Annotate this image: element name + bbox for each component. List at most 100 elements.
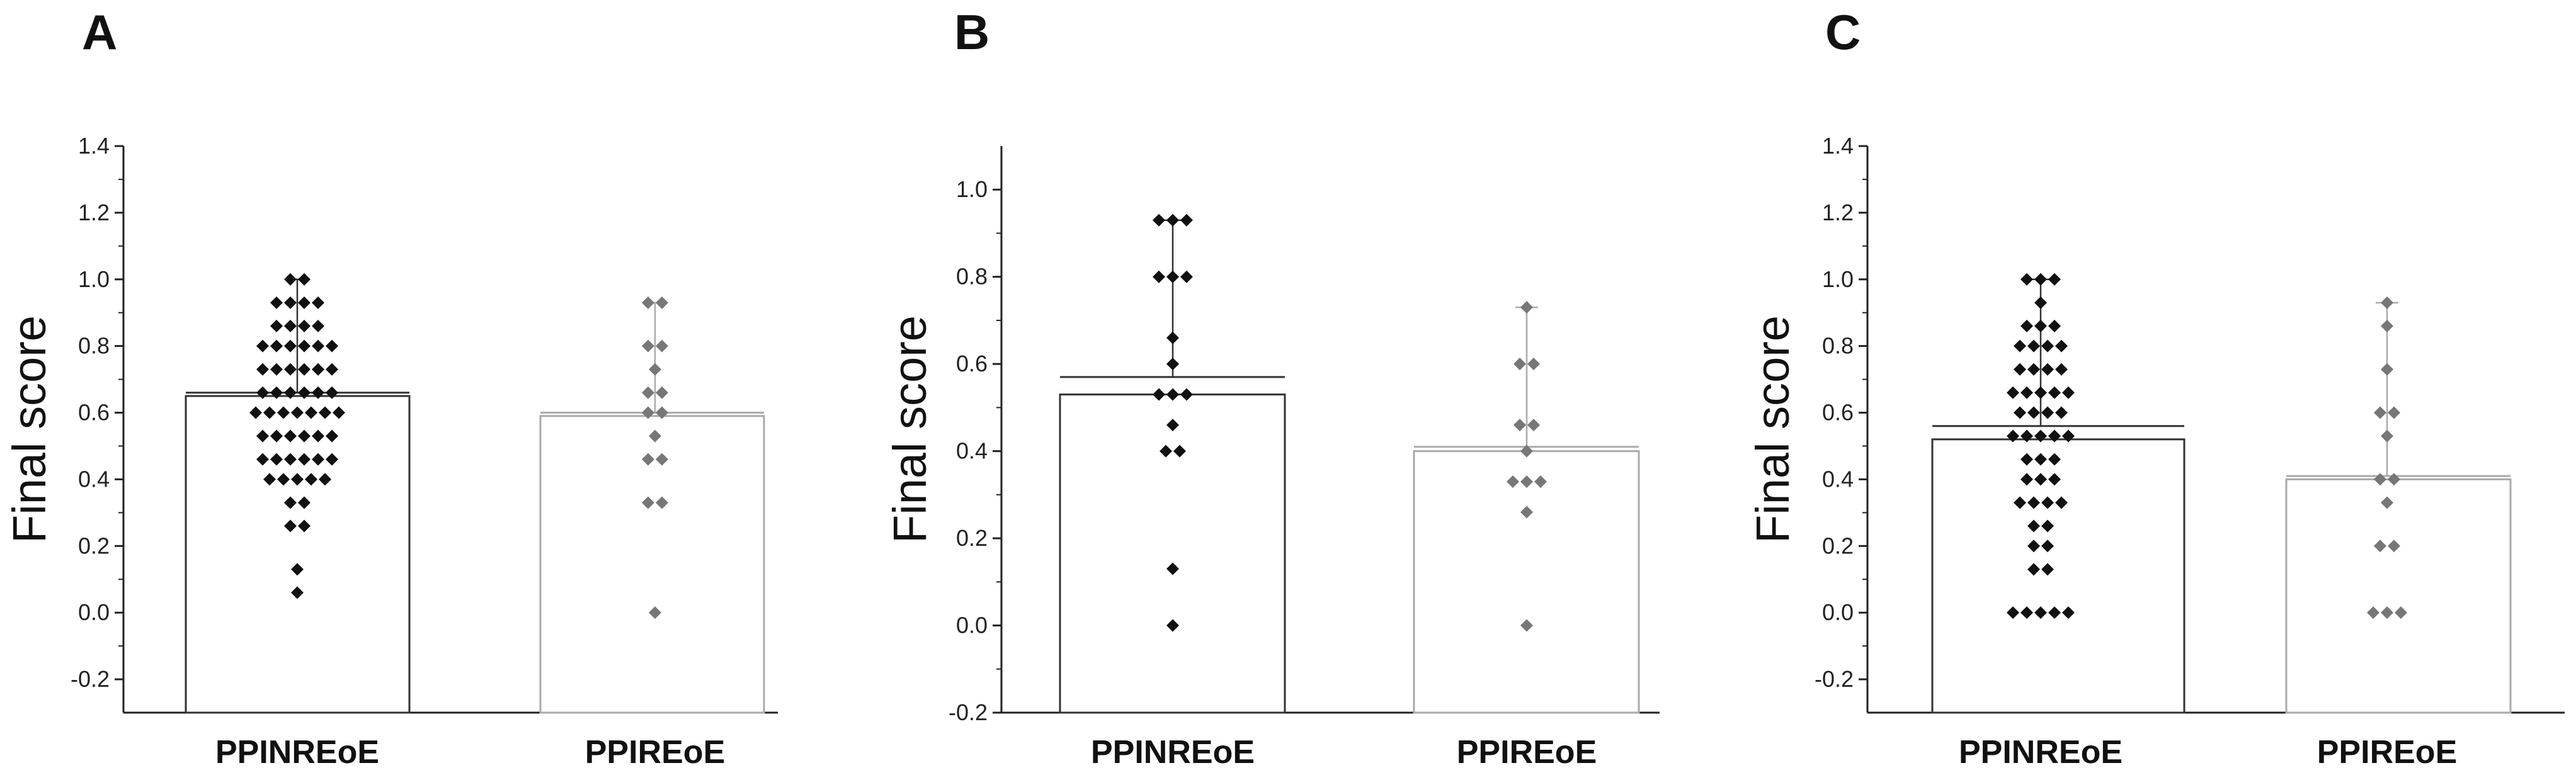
data-point bbox=[1520, 506, 1533, 519]
y-tick-label: -0.2 bbox=[71, 666, 110, 692]
data-point bbox=[2048, 473, 2061, 486]
y-axis-title: Final score bbox=[884, 315, 936, 543]
data-point bbox=[642, 406, 654, 419]
data-point bbox=[312, 296, 324, 309]
data-point bbox=[1153, 270, 1165, 283]
data-point bbox=[1534, 475, 1547, 489]
y-tick-label: 0.2 bbox=[956, 525, 988, 551]
data-point bbox=[2041, 496, 2054, 509]
y-tick-label: 0.2 bbox=[78, 533, 110, 558]
data-point bbox=[2034, 319, 2047, 332]
data-point bbox=[2027, 406, 2040, 419]
data-point bbox=[270, 429, 283, 443]
y-tick-label: 1.0 bbox=[956, 176, 988, 202]
data-point bbox=[2027, 540, 2040, 553]
bar bbox=[1931, 438, 2186, 714]
data-point bbox=[270, 386, 283, 399]
y-tick-label: 0.6 bbox=[1822, 400, 1854, 426]
data-point bbox=[298, 519, 311, 533]
panel-letter: B bbox=[954, 4, 989, 60]
y-tick-label: 0.2 bbox=[1822, 533, 1854, 558]
y-tick-label: 1.4 bbox=[1822, 133, 1854, 159]
data-point bbox=[298, 363, 311, 376]
data-point bbox=[298, 453, 311, 466]
y-tick-label: 0.6 bbox=[956, 351, 988, 376]
y-tick-label: -0.2 bbox=[1815, 666, 1854, 692]
data-point bbox=[2395, 606, 2407, 619]
bar bbox=[1059, 393, 1286, 714]
y-tick-label: 0.8 bbox=[1822, 333, 1854, 359]
data-point bbox=[2041, 519, 2054, 533]
data-point bbox=[2388, 406, 2400, 419]
series-ppireoe: PPIREoE bbox=[539, 296, 765, 771]
data-point bbox=[2041, 363, 2054, 376]
data-point bbox=[2020, 473, 2033, 486]
data-point bbox=[326, 339, 338, 353]
data-point bbox=[312, 319, 324, 332]
data-point bbox=[291, 563, 304, 576]
chart-panel-b: B Final score -0.2 0.0 0.2 0.4 0.6 0.8 1.0 PPINRE… bbox=[884, 4, 1660, 771]
data-point bbox=[2381, 429, 2393, 443]
data-point bbox=[2381, 296, 2393, 309]
data-point bbox=[1513, 358, 1526, 371]
data-point bbox=[2062, 606, 2075, 619]
data-point bbox=[312, 386, 324, 399]
y-axis-title: Final score bbox=[1747, 315, 1799, 543]
y-axis-title: Final score bbox=[3, 315, 55, 543]
panel-letter: A bbox=[82, 4, 117, 60]
data-point bbox=[256, 429, 269, 443]
data-point bbox=[1180, 213, 1193, 227]
data-point bbox=[1173, 444, 1186, 458]
data-point bbox=[291, 473, 304, 486]
data-point bbox=[642, 386, 654, 399]
x-category-label: PPIREoE bbox=[585, 734, 726, 771]
data-point bbox=[284, 386, 297, 399]
y-tick-label: 1.0 bbox=[1822, 266, 1854, 292]
data-point bbox=[326, 386, 338, 399]
data-point bbox=[270, 453, 283, 466]
data-point bbox=[2034, 429, 2047, 443]
data-point bbox=[291, 406, 304, 419]
data-point bbox=[2048, 606, 2061, 619]
data-point bbox=[2048, 273, 2061, 286]
series-ppireoe: PPIREoE bbox=[2285, 296, 2512, 771]
data-point bbox=[256, 386, 269, 399]
data-point bbox=[298, 386, 311, 399]
data-point bbox=[2381, 319, 2393, 332]
data-point bbox=[256, 339, 269, 353]
data-point bbox=[1507, 475, 1519, 489]
y-tick-label: 0.0 bbox=[1822, 599, 1854, 625]
chart-panel-c: C Final score -0.2 0.0 0.2 0.4 0.6 0.8 1.0 1.2 1.4… bbox=[1747, 4, 2565, 771]
data-point bbox=[312, 453, 324, 466]
data-point bbox=[298, 339, 311, 353]
data-point bbox=[656, 296, 668, 309]
panel-letter: C bbox=[1825, 4, 1861, 60]
data-point bbox=[1180, 388, 1193, 401]
data-point bbox=[656, 453, 668, 466]
data-point bbox=[2014, 496, 2026, 509]
data-point bbox=[1153, 388, 1165, 401]
data-point bbox=[263, 406, 276, 419]
series-ppinreoe: PPINREoE bbox=[1059, 213, 1286, 771]
data-point bbox=[270, 363, 283, 376]
data-point bbox=[298, 319, 311, 332]
data-point bbox=[2014, 339, 2026, 353]
data-point bbox=[649, 429, 661, 443]
data-point bbox=[2007, 429, 2019, 443]
data-point bbox=[2034, 386, 2047, 399]
bar bbox=[539, 415, 765, 714]
data-point bbox=[263, 473, 276, 486]
data-point bbox=[312, 339, 324, 353]
data-point bbox=[277, 473, 290, 486]
data-point bbox=[2381, 606, 2393, 619]
data-point bbox=[298, 429, 311, 443]
x-category-label: PPINREoE bbox=[1959, 734, 2123, 771]
data-point bbox=[2027, 519, 2040, 533]
data-point bbox=[2062, 429, 2075, 443]
data-point bbox=[305, 406, 317, 419]
data-point bbox=[1527, 358, 1540, 371]
x-category-label: PPIREoE bbox=[2317, 734, 2458, 771]
data-point bbox=[2374, 473, 2386, 486]
data-point bbox=[2034, 606, 2047, 619]
x-category-label: PPIREoE bbox=[1457, 734, 1597, 771]
